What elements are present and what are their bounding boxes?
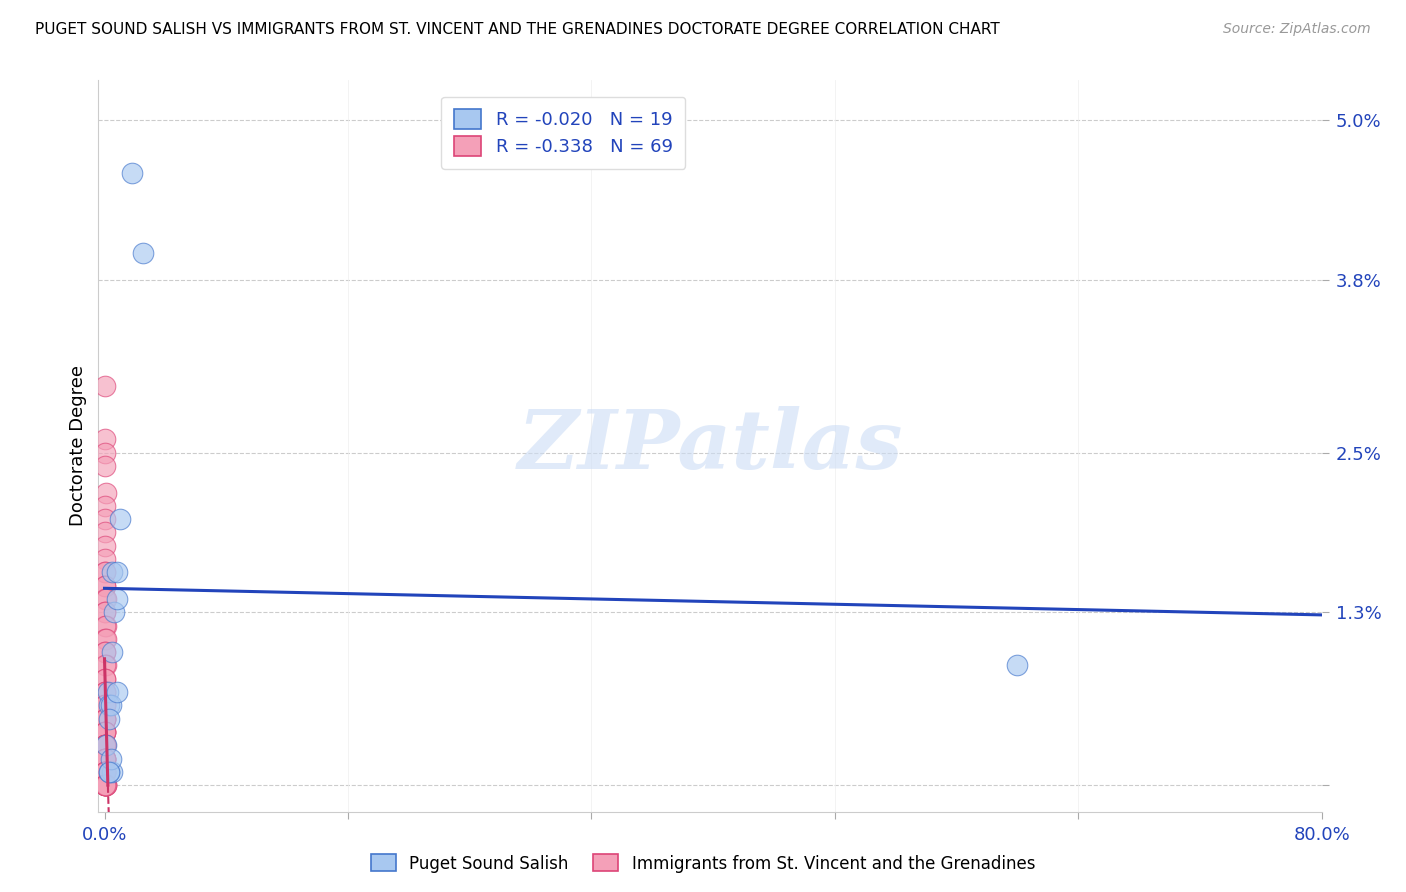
Point: [93, 645, 115, 659]
Point: [94, 566, 117, 580]
Point: [93, 751, 115, 765]
Point: [93, 672, 115, 686]
Point: [93, 778, 115, 792]
Point: [98, 764, 121, 779]
Point: [94, 764, 117, 779]
Point: [93, 618, 115, 632]
Point: [94, 632, 117, 646]
Point: [101, 566, 124, 580]
Point: [94, 712, 117, 726]
Point: [93, 725, 115, 739]
Point: [98, 712, 121, 726]
Point: [100, 698, 122, 713]
Point: [93, 685, 115, 699]
Point: [93, 712, 115, 726]
Point: [94, 738, 117, 752]
Point: [94, 738, 117, 752]
Point: [101, 764, 124, 779]
Point: [93, 605, 115, 619]
Point: [94, 618, 117, 632]
Point: [93, 525, 115, 540]
Point: [93, 778, 115, 792]
Point: [93, 738, 115, 752]
Point: [94, 485, 117, 500]
Point: [98, 764, 121, 779]
Point: [93, 764, 115, 779]
Point: [93, 698, 115, 713]
Point: [94, 778, 117, 792]
Point: [93, 725, 115, 739]
Y-axis label: Doctorate Degree: Doctorate Degree: [69, 366, 87, 526]
Point: [93, 725, 115, 739]
Point: [93, 499, 115, 513]
Point: [93, 579, 115, 593]
Point: [105, 591, 128, 606]
Point: [94, 685, 117, 699]
Point: [93, 725, 115, 739]
Point: [93, 778, 115, 792]
Text: PUGET SOUND SALISH VS IMMIGRANTS FROM ST. VINCENT AND THE GRENADINES DOCTORATE D: PUGET SOUND SALISH VS IMMIGRANTS FROM ST…: [35, 22, 1000, 37]
Legend: Puget Sound Salish, Immigrants from St. Vincent and the Grenadines: Puget Sound Salish, Immigrants from St. …: [364, 847, 1042, 880]
Point: [93, 685, 115, 699]
Point: [105, 566, 128, 580]
Point: [100, 751, 122, 765]
Point: [93, 778, 115, 792]
Point: [94, 591, 117, 606]
Point: [93, 751, 115, 765]
Text: ZIPatlas: ZIPatlas: [517, 406, 903, 486]
Point: [93, 591, 115, 606]
Point: [1007, 658, 1029, 673]
Point: [93, 605, 115, 619]
Point: [93, 764, 115, 779]
Point: [94, 778, 117, 792]
Point: [93, 658, 115, 673]
Point: [105, 685, 128, 699]
Point: [94, 751, 117, 765]
Point: [108, 512, 131, 526]
Point: [94, 738, 117, 752]
Point: [93, 445, 115, 459]
Point: [94, 751, 117, 765]
Point: [103, 605, 125, 619]
Point: [94, 778, 117, 792]
Point: [94, 566, 117, 580]
Point: [94, 632, 117, 646]
Point: [94, 672, 117, 686]
Point: [94, 658, 117, 673]
Point: [94, 778, 117, 792]
Point: [101, 645, 124, 659]
Legend: R = -0.020   N = 19, R = -0.338   N = 69: R = -0.020 N = 19, R = -0.338 N = 69: [441, 96, 685, 169]
Point: [93, 738, 115, 752]
Point: [94, 778, 117, 792]
Point: [98, 698, 121, 713]
Point: [93, 698, 115, 713]
Point: [93, 764, 115, 779]
Point: [121, 166, 143, 180]
Point: [93, 512, 115, 526]
Point: [93, 579, 115, 593]
Point: [93, 698, 115, 713]
Point: [93, 751, 115, 765]
Point: [131, 246, 153, 260]
Point: [93, 539, 115, 553]
Point: [94, 433, 117, 447]
Point: [93, 764, 115, 779]
Point: [94, 764, 117, 779]
Point: [94, 458, 117, 473]
Point: [93, 764, 115, 779]
Point: [93, 645, 115, 659]
Point: [94, 712, 117, 726]
Point: [93, 712, 115, 726]
Point: [94, 738, 117, 752]
Text: Source: ZipAtlas.com: Source: ZipAtlas.com: [1223, 22, 1371, 37]
Point: [93, 738, 115, 752]
Point: [96, 685, 118, 699]
Point: [93, 379, 115, 393]
Point: [93, 552, 115, 566]
